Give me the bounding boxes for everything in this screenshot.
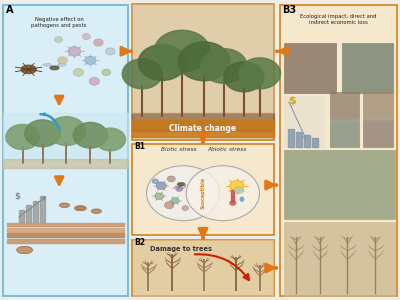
Bar xyxy=(7,223,124,226)
Bar xyxy=(132,4,274,113)
Bar xyxy=(330,120,360,147)
Bar xyxy=(312,138,318,147)
Bar xyxy=(19,210,24,222)
FancyBboxPatch shape xyxy=(3,5,128,296)
Circle shape xyxy=(171,198,179,204)
Text: B1: B1 xyxy=(134,142,145,152)
Circle shape xyxy=(182,206,188,211)
Ellipse shape xyxy=(21,65,36,74)
Text: B3: B3 xyxy=(282,4,296,15)
Circle shape xyxy=(178,42,230,81)
Circle shape xyxy=(73,122,108,148)
Ellipse shape xyxy=(74,206,86,211)
Bar xyxy=(132,120,274,136)
Circle shape xyxy=(58,57,67,64)
Bar xyxy=(296,132,302,147)
Circle shape xyxy=(82,34,90,40)
Ellipse shape xyxy=(178,183,185,186)
Bar xyxy=(3,113,128,168)
Text: B2: B2 xyxy=(134,238,145,247)
Circle shape xyxy=(106,48,115,55)
Bar xyxy=(7,233,124,237)
Ellipse shape xyxy=(240,196,244,202)
Ellipse shape xyxy=(50,66,59,70)
Text: A: A xyxy=(6,4,13,15)
Text: Biotic stress: Biotic stress xyxy=(162,148,197,152)
Ellipse shape xyxy=(43,63,52,66)
Circle shape xyxy=(229,200,236,206)
Bar xyxy=(284,96,324,147)
Bar xyxy=(364,120,393,147)
Bar xyxy=(7,228,124,232)
Ellipse shape xyxy=(91,209,102,214)
Circle shape xyxy=(146,166,220,221)
Bar xyxy=(133,240,273,296)
FancyBboxPatch shape xyxy=(280,5,396,296)
Ellipse shape xyxy=(59,203,70,208)
Circle shape xyxy=(102,69,111,76)
Circle shape xyxy=(234,187,244,194)
Ellipse shape xyxy=(57,63,66,66)
Bar xyxy=(284,43,336,93)
Circle shape xyxy=(224,62,264,92)
Circle shape xyxy=(122,59,162,89)
FancyBboxPatch shape xyxy=(132,144,274,235)
Circle shape xyxy=(152,179,158,184)
Text: Susceptible: Susceptible xyxy=(200,177,206,209)
Text: Abiotic stress: Abiotic stress xyxy=(207,148,246,152)
Circle shape xyxy=(54,37,62,43)
Circle shape xyxy=(164,202,174,209)
Bar xyxy=(231,190,234,201)
Circle shape xyxy=(167,176,175,182)
Circle shape xyxy=(89,77,100,85)
Circle shape xyxy=(201,49,247,83)
Circle shape xyxy=(47,117,86,146)
Circle shape xyxy=(73,68,84,76)
Circle shape xyxy=(6,124,39,149)
Circle shape xyxy=(138,45,186,80)
Circle shape xyxy=(155,193,164,200)
Circle shape xyxy=(95,128,126,151)
Circle shape xyxy=(239,58,280,89)
Circle shape xyxy=(186,166,260,221)
Bar xyxy=(7,239,124,243)
Bar xyxy=(304,135,310,147)
Bar xyxy=(26,205,31,222)
Bar xyxy=(3,159,128,168)
Circle shape xyxy=(25,120,60,147)
Bar xyxy=(330,92,360,118)
Bar xyxy=(33,201,38,222)
Circle shape xyxy=(156,182,166,190)
Bar xyxy=(342,43,393,93)
Circle shape xyxy=(94,39,103,46)
Circle shape xyxy=(154,30,210,72)
Circle shape xyxy=(176,186,183,191)
Circle shape xyxy=(230,180,244,191)
Bar xyxy=(364,92,393,118)
Ellipse shape xyxy=(17,246,32,254)
Bar xyxy=(40,196,45,222)
Bar xyxy=(284,222,394,296)
Bar xyxy=(132,113,274,130)
Text: $: $ xyxy=(288,96,296,106)
Text: Negative effect on
pathogens and pests: Negative effect on pathogens and pests xyxy=(32,17,87,28)
Text: Ecological impact, direct and
indirect economic loss: Ecological impact, direct and indirect e… xyxy=(300,14,376,25)
Bar xyxy=(288,129,294,147)
Text: Damage to trees: Damage to trees xyxy=(150,246,212,252)
Bar xyxy=(284,150,394,219)
FancyBboxPatch shape xyxy=(132,240,274,296)
FancyBboxPatch shape xyxy=(132,4,274,140)
Circle shape xyxy=(85,56,96,64)
Circle shape xyxy=(68,47,81,56)
Text: Climate change: Climate change xyxy=(170,124,236,133)
Text: $: $ xyxy=(15,192,20,201)
